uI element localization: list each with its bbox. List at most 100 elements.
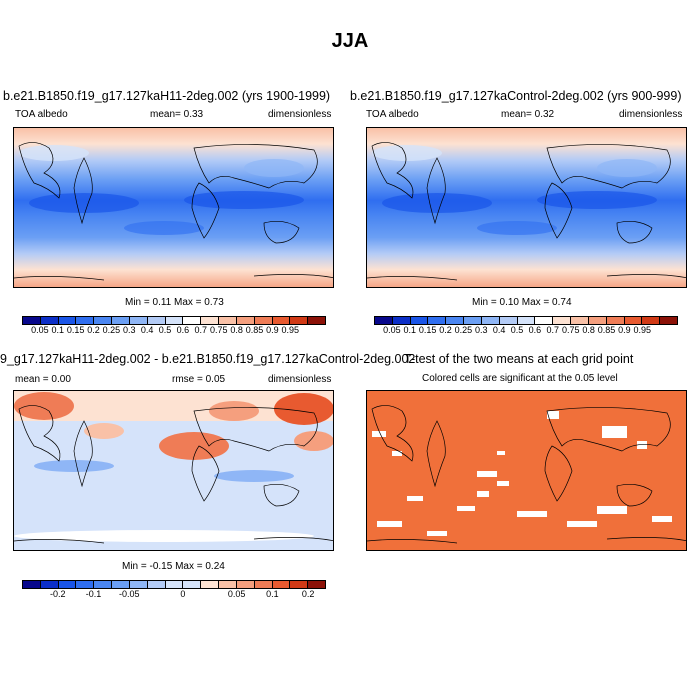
- colorbar-swatch: [571, 317, 589, 324]
- colorbar-tick-label: 0.25: [102, 325, 121, 335]
- panel2-minmax: Min = 0.10 Max = 0.74: [472, 297, 572, 308]
- colorbar-tick-label: 0.95: [633, 325, 651, 335]
- colorbar-swatch: [446, 317, 465, 324]
- colorbar-swatch: [112, 581, 130, 588]
- colorbar-tick-label: 0: [180, 589, 186, 599]
- panel1-mean: mean= 0.33: [150, 109, 204, 120]
- colorbar-swatch: [58, 581, 77, 588]
- colorbar-swatch: [201, 317, 220, 324]
- colorbar-tick-label: 0.2: [87, 325, 100, 335]
- colorbar-tick-label: 0.8: [230, 325, 243, 335]
- colorbar-swatch: [308, 581, 326, 588]
- colorbar-tick-label: 0.3: [475, 325, 488, 335]
- colorbar-swatch: [23, 317, 41, 324]
- colorbar-tick-label: 0.7: [194, 325, 208, 335]
- colorbar-swatch: [254, 581, 273, 588]
- colorbar-swatch: [499, 317, 518, 324]
- colorbar-swatch: [76, 581, 95, 588]
- colorbar-tick-label: 0.05: [383, 325, 401, 335]
- colorbar-swatch: [254, 317, 273, 324]
- panel2-mean: mean= 0.32: [501, 109, 555, 120]
- colorbar-swatch: [308, 317, 326, 324]
- panel2-map: [366, 127, 687, 288]
- ttest-significant-area: [367, 391, 686, 550]
- panel3-units: dimensionless: [268, 374, 332, 385]
- colorbar-tick-label: 0.6: [528, 325, 542, 335]
- colorbar-swatch: [553, 317, 572, 324]
- colorbar-tick-label: 0.1: [51, 325, 65, 335]
- colorbar-tick-label: 0.9: [266, 325, 279, 335]
- colorbar-swatch: [76, 317, 95, 324]
- panel2-colorbar-labels: 0.05 0.1 0.15 0.2 0.25 0.3 0.4 0.5 0.6 0.7 0.75 0.8…: [374, 325, 678, 337]
- colorbar-swatch: [219, 317, 237, 324]
- colorbar-swatch: [201, 581, 220, 588]
- colorbar-tick-label: 0.05: [227, 589, 246, 599]
- colorbar-swatch: [236, 317, 255, 324]
- colorbar-tick-label: 0.2: [439, 325, 452, 335]
- colorbar-swatch: [428, 317, 447, 324]
- colorbar-swatch: [410, 317, 429, 324]
- panel1-variable: TOA albedo: [15, 109, 68, 120]
- colorbar-swatch: [183, 317, 202, 324]
- colorbar-tick-label: -0.2: [49, 589, 66, 599]
- colorbar-swatch: [660, 317, 678, 324]
- colorbar-swatch: [290, 581, 309, 588]
- colorbar-swatch: [375, 317, 393, 324]
- ttest-nonsignificant-cells: [372, 411, 672, 536]
- colorbar-tick-label: 0.25: [454, 325, 473, 335]
- colorbar-swatch: [147, 317, 166, 324]
- panel3-rmse: rmse = 0.05: [172, 374, 226, 385]
- colorbar-swatch: [58, 317, 77, 324]
- colorbar-swatch: [219, 581, 237, 588]
- colorbar-swatch: [183, 581, 202, 588]
- colorbar-tick-label: 0.9: [618, 325, 631, 335]
- colorbar-swatch: [94, 581, 113, 588]
- colorbar-tick-label: 0.85: [245, 325, 264, 335]
- panel1-map: [13, 127, 334, 288]
- colorbar-swatch: [165, 581, 184, 588]
- colorbar-swatch: [129, 317, 148, 324]
- panel1-colorbar: [22, 316, 326, 325]
- panel3-colorbar-labels: -0.2 -0.1 -0.05 0 0.05 0.1 0.2: [22, 589, 326, 601]
- panel1-units: dimensionless: [268, 109, 332, 120]
- panel3-minmax: Min = -0.15 Max = 0.24: [122, 561, 225, 572]
- colorbar-swatch: [165, 317, 184, 324]
- colorbar-tick-label: 0.3: [123, 325, 136, 335]
- colorbar-tick-label: 0.8: [582, 325, 595, 335]
- colorbar-tick-label: 0.5: [158, 325, 172, 335]
- figure-title: JJA: [331, 30, 369, 52]
- panel2-title: b.e21.B1850.f19_g17.127kaControl-2deg.00…: [350, 89, 682, 103]
- colorbar-swatch: [606, 317, 625, 324]
- colorbar-swatch: [147, 581, 166, 588]
- colorbar-swatch: [23, 581, 41, 588]
- panel2-colorbar: [374, 316, 678, 325]
- colorbar-swatch: [40, 581, 59, 588]
- colorbar-tick-label: 0.95: [281, 325, 299, 335]
- colorbar-tick-label: -0.05: [119, 589, 140, 599]
- panel3-title: 9_g17.127kaH11-2deg.002 - b.e21.B1850.f1…: [0, 352, 416, 366]
- panel2-variable: TOA albedo: [366, 109, 419, 120]
- colorbar-swatch: [112, 317, 130, 324]
- colorbar-swatch: [642, 317, 661, 324]
- panel4-title: T-test of the two means at each grid poi…: [404, 352, 634, 366]
- colorbar-swatch: [535, 317, 554, 324]
- colorbar-swatch: [588, 317, 607, 324]
- panel4-subtitle: Colored cells are significant at the 0.0…: [422, 373, 618, 384]
- colorbar-swatch: [290, 317, 309, 324]
- panel1-title: b.e21.B1850.f19_g17.127kaH11-2deg.002 (y…: [3, 89, 331, 103]
- panel3-map: [13, 390, 334, 551]
- colorbar-swatch: [481, 317, 500, 324]
- colorbar-tick-label: 0.4: [140, 325, 154, 335]
- colorbar-tick-label: 0.7: [546, 325, 560, 335]
- panel1-colorbar-labels: 0.05 0.1 0.15 0.2 0.25 0.3 0.4 0.5 0.6 0.7 0.75 0.8…: [22, 325, 326, 337]
- colorbar-tick-label: 0.75: [561, 325, 580, 335]
- colorbar-tick-label: 0.85: [597, 325, 616, 335]
- colorbar-tick-label: -0.1: [85, 589, 102, 599]
- panel3-colorbar: [22, 580, 326, 589]
- panel2-units: dimensionless: [619, 109, 683, 120]
- colorbar-swatch: [236, 581, 255, 588]
- colorbar-swatch: [464, 317, 482, 324]
- colorbar-tick-label: 0.75: [209, 325, 228, 335]
- colorbar-tick-label: 0.1: [266, 589, 279, 599]
- colorbar-swatch: [272, 581, 291, 588]
